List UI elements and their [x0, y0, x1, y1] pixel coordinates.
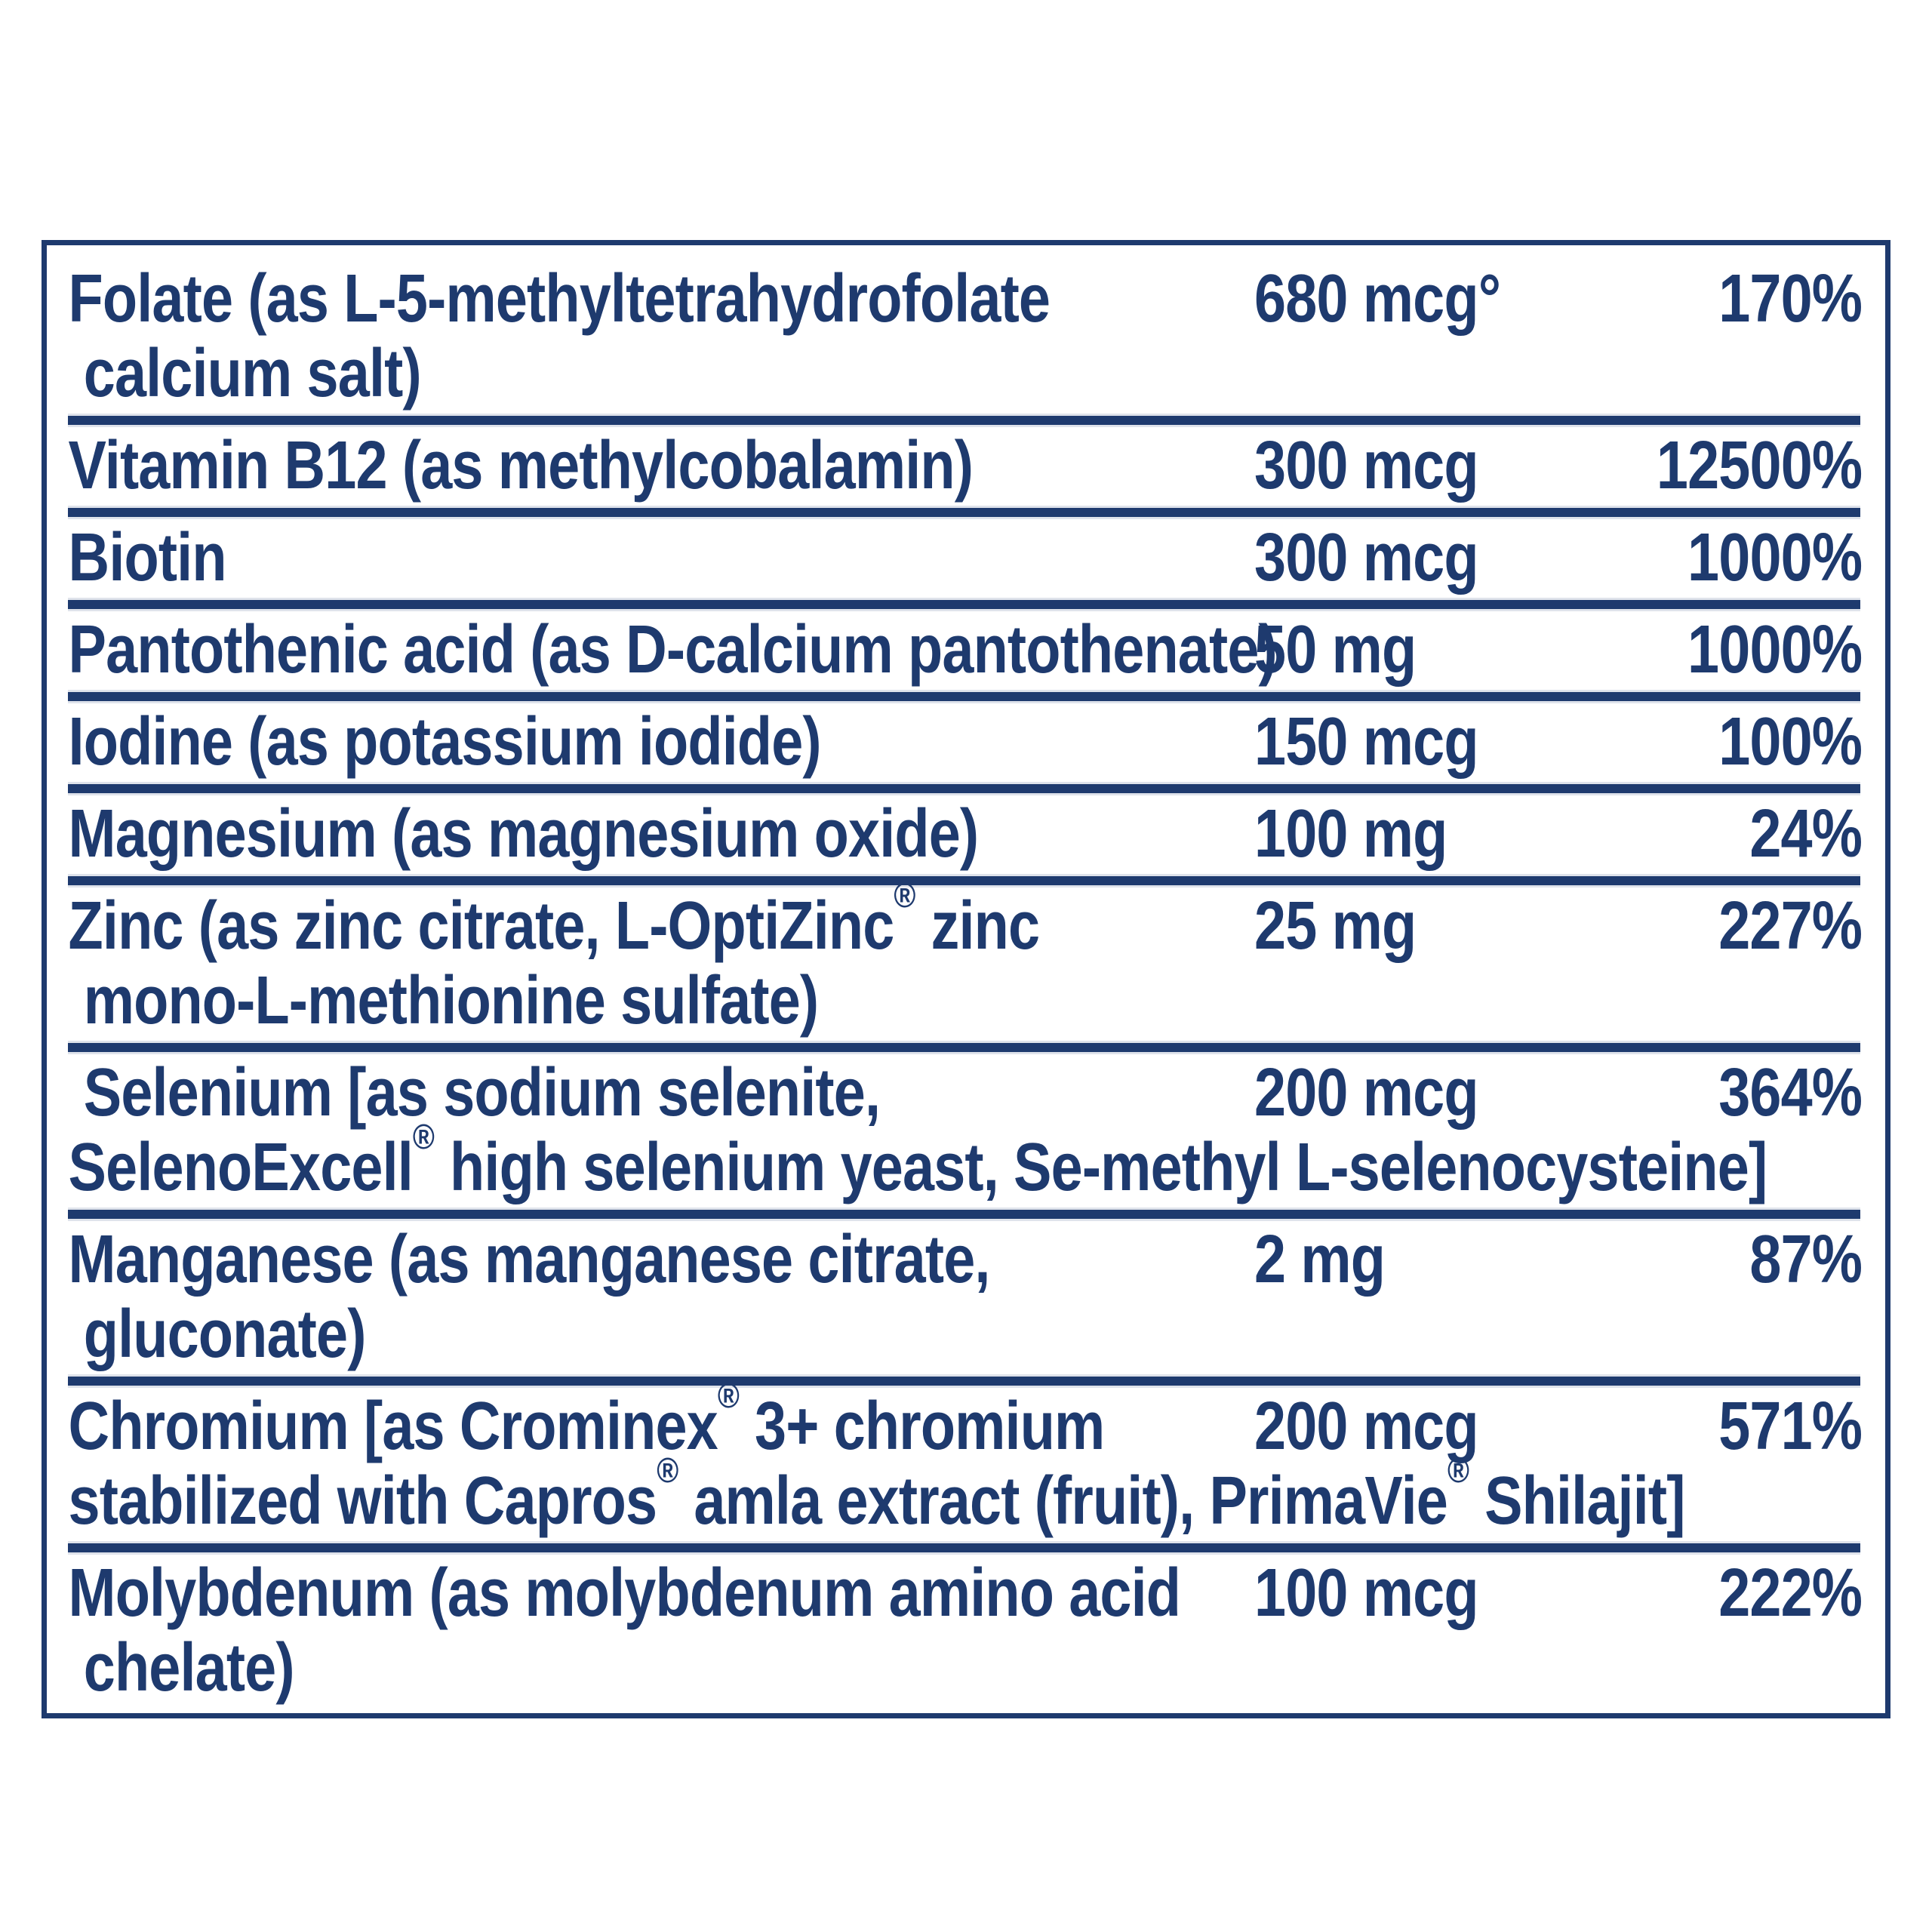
nutrient-daily-value: 227% — [1718, 888, 1863, 964]
nutrient-daily-value: 87% — [1749, 1222, 1863, 1297]
table-row-biotin: Biotin 300 mcg 1000% — [47, 517, 1885, 600]
table-row-vitamin-b12: Vitamin B12 (as methylcobalamin) 300 mcg… — [47, 425, 1885, 508]
supplement-facts-table: Folate (as L-5-methyltetrahydrofolate ca… — [42, 240, 1890, 1718]
nutrient-amount: 50 mg — [1254, 612, 1417, 688]
nutrient-daily-value: 170% — [1718, 261, 1863, 337]
nutrient-amount: 300 mcg — [1254, 520, 1479, 595]
row-divider — [68, 508, 1860, 517]
nutrient-daily-value: 100% — [1718, 704, 1863, 780]
nutrient-name: Magnesium (as magnesium oxide) — [68, 796, 980, 872]
nutrient-amount: 680 mcg° — [1254, 261, 1501, 337]
row-divider — [68, 876, 1860, 885]
row-divider — [68, 784, 1860, 793]
nutrient-amount: 100 mcg — [1254, 1555, 1479, 1631]
nutrient-amount: 2 mg — [1254, 1222, 1386, 1297]
row-divider — [68, 1210, 1860, 1219]
nutrient-daily-value: 12500% — [1656, 428, 1863, 503]
nutrient-name: Chromium [as Crominex® 3+ chromium stabi… — [68, 1375, 1686, 1539]
table-row-iodine: Iodine (as potassium iodide) 150 mcg 100… — [47, 701, 1885, 784]
table-row-selenium: Selenium [as sodium selenite, SelenoExce… — [47, 1052, 1885, 1210]
nutrient-daily-value: 364% — [1718, 1055, 1863, 1131]
nutrient-amount: 200 mcg — [1254, 1389, 1479, 1464]
nutrient-daily-value: 571% — [1718, 1389, 1863, 1464]
table-row-molybdenum: Molybdenum (as molybdenum amino acid che… — [47, 1552, 1885, 1713]
nutrient-name: Selenium [as sodium selenite, SelenoExce… — [68, 1055, 1768, 1205]
nutrient-amount: 300 mcg — [1254, 428, 1479, 503]
table-row-pantothenic-acid: Pantothenic acid (as D-calcium pantothen… — [47, 609, 1885, 692]
nutrient-daily-value: 1000% — [1687, 520, 1863, 595]
nutrient-name: Manganese (as manganese citrate, glucona… — [68, 1222, 991, 1372]
nutrient-name: Biotin — [68, 520, 227, 595]
nutrient-daily-value: 1000% — [1687, 612, 1863, 688]
row-divider — [68, 1377, 1860, 1386]
nutrient-daily-value: 24% — [1749, 796, 1863, 872]
table-row-magnesium: Magnesium (as magnesium oxide) 100 mg 24… — [47, 793, 1885, 876]
nutrient-name: Molybdenum (as molybdenum amino acid che… — [68, 1555, 1181, 1706]
row-divider — [68, 416, 1860, 425]
nutrient-name: Zinc (as zinc citrate, L-OptiZinc® zinc … — [68, 875, 1040, 1038]
nutrient-amount: 100 mg — [1254, 796, 1447, 872]
nutrient-name: Pantothenic acid (as D-calcium pantothen… — [68, 612, 1278, 688]
row-divider — [68, 1043, 1860, 1052]
row-divider — [68, 1543, 1860, 1552]
nutrient-name: Folate (as L-5-methyltetrahydrofolate ca… — [68, 261, 1051, 411]
row-divider — [68, 692, 1860, 701]
row-divider — [68, 600, 1860, 609]
nutrient-amount: 25 mg — [1254, 888, 1417, 964]
table-row-zinc: Zinc (as zinc citrate, L-OptiZinc® zinc … — [47, 875, 1885, 1043]
nutrient-name: Iodine (as potassium iodide) — [68, 704, 822, 780]
nutrient-name: Vitamin B12 (as methylcobalamin) — [68, 428, 974, 503]
table-row-chromium: Chromium [as Crominex® 3+ chromium stabi… — [47, 1375, 1885, 1543]
nutrient-daily-value: 222% — [1718, 1555, 1863, 1631]
nutrient-amount: 150 mcg — [1254, 704, 1479, 780]
table-row-manganese: Manganese (as manganese citrate, glucona… — [47, 1219, 1885, 1377]
nutrient-amount: 200 mcg — [1254, 1055, 1479, 1131]
table-row-folate: Folate (as L-5-methyltetrahydrofolate ca… — [47, 245, 1885, 416]
